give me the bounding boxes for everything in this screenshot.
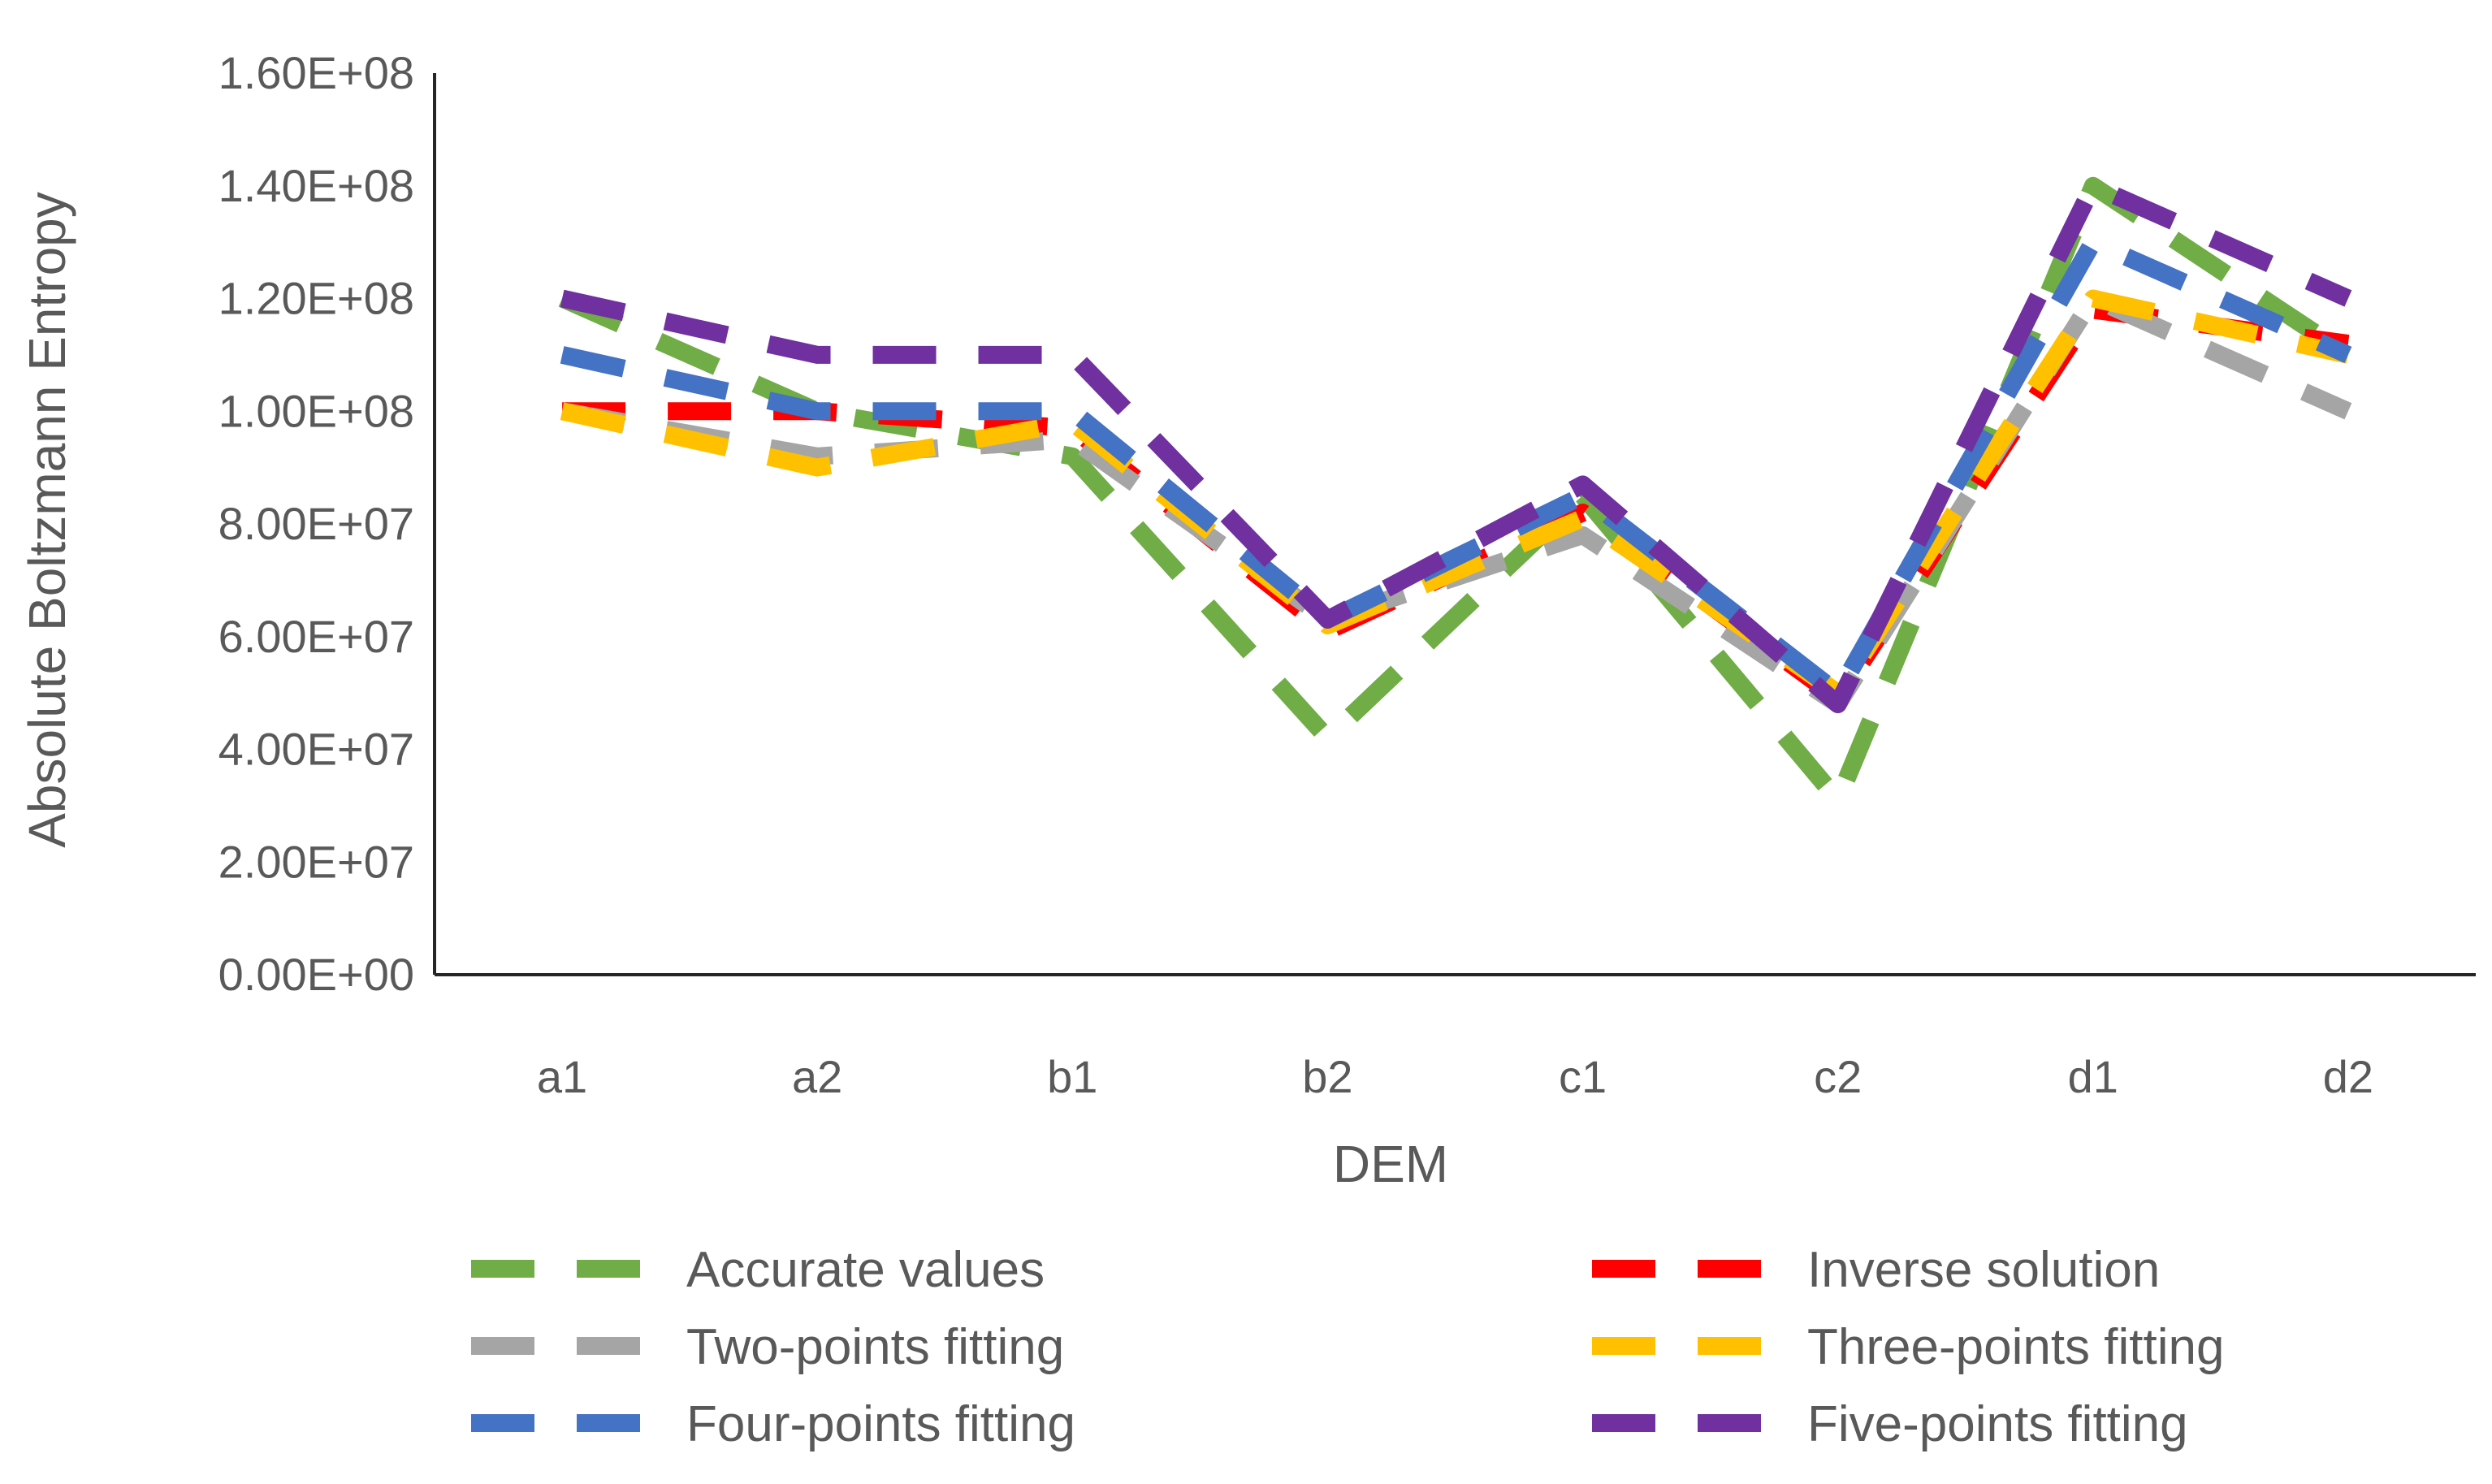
series-lines [558,176,2353,809]
x-tick-label: d2 [2323,1051,2373,1102]
y-tick-label: 1.40E+08 [218,160,414,211]
series-line-accurate-values [558,176,2353,809]
x-tick-label: b1 [1047,1051,1097,1102]
x-tick-label: d1 [2068,1051,2118,1102]
legend-label-accurate-values: Accurate values [686,1242,1045,1298]
legend-label-inverse-solution: Inverse solution [1807,1242,2160,1298]
y-tick-label: 0.00E+00 [218,949,414,1000]
x-axis-title: DEM [1333,1135,1448,1193]
y-tick-label: 2.00E+07 [218,836,414,887]
x-tick-label: a1 [537,1051,587,1102]
x-tick-label: c2 [1814,1051,1862,1102]
y-tick-label: 4.00E+07 [218,724,414,775]
x-tick-label: a2 [792,1051,842,1102]
y-tick-label: 1.60E+08 [218,47,414,98]
y-axis-title: Absolute Boltzmann Entropy [18,192,76,848]
series-line-inverse-solution [562,301,2350,708]
legend-label-three-points-fitting: Three-points fitting [1807,1319,2224,1375]
series-line-three-points-fitting [560,289,2351,703]
y-axis-ticks: 0.00E+00 2.00E+07 4.00E+07 6.00E+07 8.00E+07… [218,47,414,1000]
series-line-four-points-fitting [560,233,2352,703]
x-tick-label: c1 [1559,1051,1607,1102]
y-tick-label: 1.00E+08 [218,385,414,436]
legend-label-four-points-fitting: Four-points fitting [686,1396,1075,1452]
y-tick-label: 1.20E+08 [218,273,414,324]
legend: Accurate values Inverse solution Two-point… [471,1242,2224,1452]
y-tick-label: 8.00E+07 [218,498,414,549]
y-tick-label: 6.00E+07 [218,611,414,662]
legend-label-five-points-fitting: Five-points fitting [1807,1396,2188,1452]
x-tick-label: b2 [1302,1051,1352,1102]
x-axis-ticks: a1 a2 b1 b2 c1 c2 d1 d2 [537,1051,2373,1102]
legend-label-two-points-fitting: Two-points fitting [686,1319,1064,1375]
